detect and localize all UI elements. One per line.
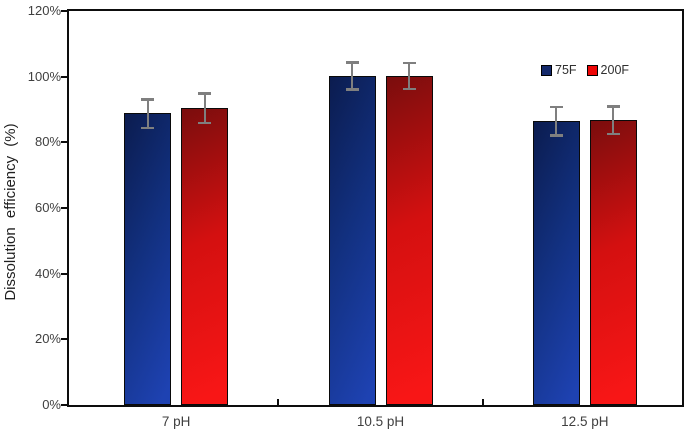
error-bar-cap-top: [345, 61, 359, 64]
y-tick-mark: [61, 10, 67, 12]
error-bar-cap-top: [549, 105, 563, 109]
bar-200f-7-ph: [181, 108, 229, 405]
bar-75f-7-ph: [124, 113, 172, 405]
legend-label-75f: 75F: [555, 63, 577, 77]
error-bar-200f-12-5-ph: [612, 106, 615, 134]
y-tick-mark: [61, 338, 67, 341]
y-tick-mark: [61, 272, 67, 275]
y-tick-label: 0%: [42, 397, 61, 412]
y-tick-label: 100%: [27, 68, 61, 84]
y-tick-mark: [61, 75, 67, 78]
legend-label-200f: 200F: [600, 63, 630, 77]
error-bar-cap-top: [402, 61, 416, 65]
error-bar-75f-7-ph: [146, 99, 149, 128]
y-tick-mark: [61, 207, 67, 209]
legend-swatch-200f: [586, 64, 598, 76]
bar-200f-12-5-ph: [589, 120, 637, 405]
x-axis-label-10-5-ph: 10.5 pH: [356, 414, 405, 429]
error-bar-cap-top: [198, 92, 212, 95]
legend-swatch-75f: [541, 64, 552, 76]
x-tick-mark: [481, 399, 484, 405]
error-bar-75f-10-5-ph: [351, 62, 353, 90]
y-tick-mark: [61, 141, 67, 144]
error-bar-200f-10-5-ph: [408, 62, 410, 89]
y-tick-label: 40%: [34, 265, 61, 281]
error-bar-200f-7-ph: [203, 93, 206, 123]
error-bar-cap-top: [141, 98, 155, 101]
x-tick-mark: [277, 399, 280, 405]
bar-75f-10-5-ph: [328, 75, 376, 405]
bar-200f-10-5-ph: [385, 75, 433, 405]
x-axis-label-12-5-ph: 12.5 pH: [561, 414, 609, 429]
y-tick-label: 60%: [34, 200, 61, 215]
x-axis-label-7-ph: 7 pH: [161, 414, 191, 429]
error-bar-cap-bottom: [141, 126, 155, 130]
error-bar-cap-bottom: [402, 87, 416, 91]
error-bar-cap-bottom: [606, 132, 620, 136]
error-bar-cap-bottom: [198, 121, 212, 125]
y-tick-label: 80%: [34, 134, 61, 150]
legend: 75F 200F: [541, 63, 629, 77]
error-bar-cap-top: [606, 105, 620, 108]
error-bar-75f-12-5-ph: [555, 106, 558, 136]
error-bar-cap-bottom: [345, 88, 359, 91]
legend-item-75f: 75F: [541, 63, 577, 77]
error-bar-cap-bottom: [549, 134, 563, 137]
y-tick-label: 120%: [27, 3, 61, 18]
legend-item-200f: 200F: [586, 63, 630, 77]
bar-75f-12-5-ph: [532, 120, 580, 405]
y-tick-label: 20%: [34, 331, 61, 347]
y-tick-mark: [61, 404, 67, 406]
